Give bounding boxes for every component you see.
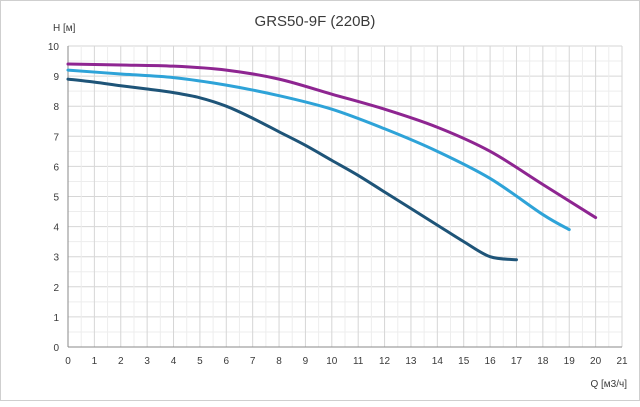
y-tick-label: 6 — [53, 162, 59, 173]
y-tick-label: 4 — [53, 223, 59, 234]
series-line-3 — [66, 77, 518, 262]
y-tick-label: 9 — [53, 72, 59, 83]
x-tick-label: 7 — [250, 356, 256, 367]
x-tick-label: 0 — [65, 356, 71, 367]
x-tick-label: 12 — [379, 356, 391, 367]
x-tick-label: 21 — [616, 356, 628, 367]
series-line-1 — [66, 62, 598, 220]
x-tick-label: 16 — [485, 356, 497, 367]
y-tick-label: 0 — [53, 343, 59, 354]
x-tick-label: 14 — [432, 356, 444, 367]
y-tick-label: 10 — [48, 42, 60, 53]
x-axis-label: Q [м3/ч] — [590, 379, 627, 390]
x-tick-label: 9 — [303, 356, 309, 367]
series-line-2 — [66, 68, 571, 232]
x-tick-label: 17 — [511, 356, 523, 367]
x-tick-label: 5 — [197, 356, 203, 367]
y-tick-label: 3 — [53, 253, 59, 264]
chart-title: GRS50-9F (220В) — [255, 13, 376, 30]
y-tick-label: 7 — [53, 132, 59, 143]
x-tick-label: 20 — [590, 356, 602, 367]
y-tick-label: 1 — [53, 313, 59, 324]
x-tick-label: 11 — [353, 356, 364, 367]
x-tick-label: 15 — [458, 356, 470, 367]
x-tick-label: 13 — [405, 356, 417, 367]
series-group — [66, 62, 598, 262]
x-tick-label: 1 — [92, 356, 98, 367]
x-tick-label: 8 — [276, 356, 282, 367]
grid — [67, 45, 623, 348]
x-tick-label: 6 — [224, 356, 230, 367]
x-tick-label: 3 — [144, 356, 150, 367]
x-tick-label: 18 — [537, 356, 549, 367]
y-tick-label: 5 — [53, 193, 59, 204]
x-tick-label: 10 — [326, 356, 338, 367]
y-axis-label: H [м] — [53, 23, 76, 34]
x-tick-label: 19 — [564, 356, 576, 367]
x-tick-label: 4 — [171, 356, 177, 367]
axes — [67, 46, 622, 348]
y-tick-label: 8 — [53, 102, 59, 113]
y-tick-label: 2 — [53, 283, 59, 294]
x-tick-label: 2 — [118, 356, 124, 367]
